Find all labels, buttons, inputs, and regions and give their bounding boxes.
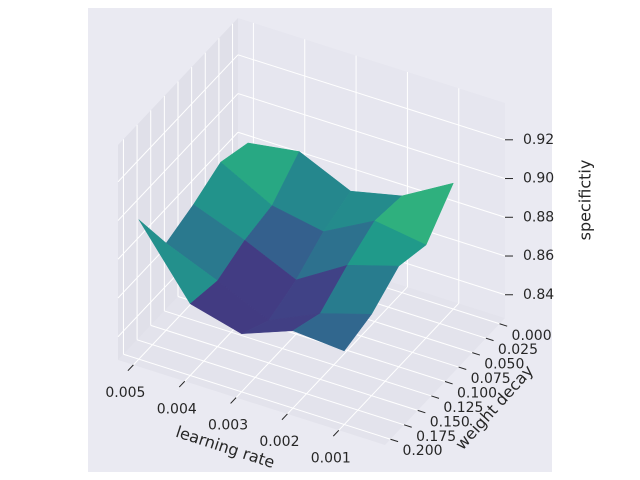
z-tick-label: 0.84: [523, 287, 554, 303]
tick-mark: [332, 429, 340, 437]
z-axis-label: specifictiy: [576, 160, 595, 241]
tick-mark: [458, 366, 467, 370]
grid-line: [237, 93, 506, 180]
z-tick-label: 0.90: [523, 171, 554, 187]
y-tick-label: 0.050: [484, 357, 524, 373]
tick-mark: [403, 424, 412, 428]
tick-mark: [390, 438, 399, 443]
y-tick-label: 0.125: [443, 400, 483, 416]
grid-line: [164, 310, 432, 397]
tick-mark: [178, 380, 186, 388]
y-tick-label: 0.200: [402, 443, 442, 459]
y-tick-label: 0.175: [416, 429, 456, 445]
grid-line: [117, 131, 239, 260]
grid-line: [123, 353, 391, 440]
x-tick-label: 0.002: [259, 434, 299, 450]
x-tick-label: 0.004: [157, 401, 197, 417]
grid-line: [136, 339, 405, 426]
z-tick-label: 0.88: [523, 209, 554, 225]
tick-mark: [485, 337, 494, 342]
tick-mark: [499, 323, 508, 327]
tick-mark: [472, 352, 481, 356]
surface-patch: [292, 313, 373, 352]
z-tick-label: 0.86: [523, 248, 554, 264]
y-tick-label: 0.150: [430, 414, 470, 430]
grid-line: [237, 54, 506, 141]
tick-mark: [127, 364, 134, 372]
tick-mark: [417, 409, 426, 414]
y-tick-label: 0.025: [498, 342, 538, 358]
y-tick-label: 0.100: [457, 386, 497, 402]
tick-mark: [431, 395, 440, 399]
x-tick-label: 0.005: [105, 385, 145, 401]
grid-line: [117, 54, 239, 183]
grid-line: [117, 93, 239, 221]
z-tick-label: 0.92: [523, 132, 554, 148]
tick-mark: [230, 397, 237, 404]
y-tick-label: 0.075: [471, 371, 511, 387]
grid-line: [237, 131, 506, 218]
x-tick-label: 0.001: [311, 450, 351, 466]
tick-mark: [281, 413, 288, 421]
x-tick-label: 0.003: [208, 418, 248, 434]
tick-mark: [444, 381, 453, 385]
y-tick-label: 0.000: [512, 328, 552, 344]
grid-line: [150, 324, 418, 411]
